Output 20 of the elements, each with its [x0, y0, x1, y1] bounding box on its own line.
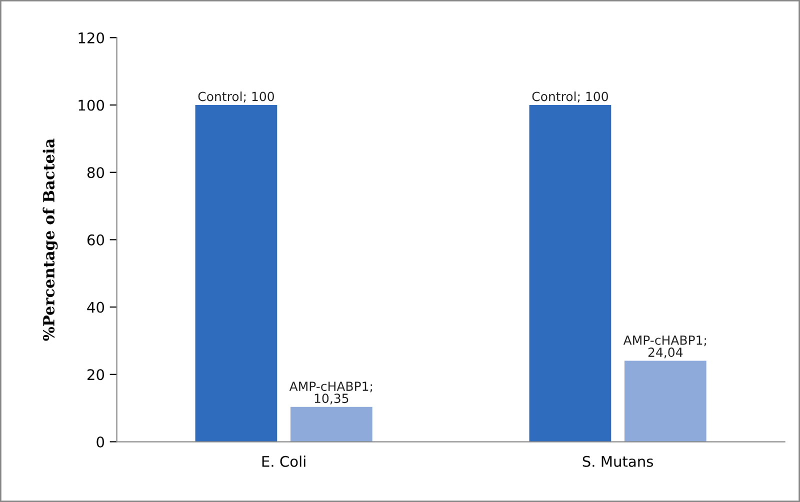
- y-tick-label: 0: [96, 436, 104, 448]
- bar: [529, 105, 612, 442]
- text: Control; 100: [198, 92, 274, 102]
- series-label: AMP-cHABP1;: [289, 382, 372, 392]
- y-tick-label: 20: [88, 369, 104, 380]
- bar: [195, 105, 278, 442]
- y-tick-label: 60: [87, 234, 104, 246]
- y-tick-label: 40: [87, 302, 104, 313]
- y-axis-title: %Percentage of Bacteia: [42, 138, 58, 341]
- y-tick-label: 100: [78, 100, 104, 111]
- data-label: 24,04: [648, 348, 683, 358]
- bar: [624, 360, 706, 442]
- text: Control; 100: [532, 92, 608, 102]
- y-tick-label: 80: [87, 167, 104, 178]
- bar: [290, 406, 372, 442]
- text: AMP-cHABP1;: [623, 336, 706, 346]
- x-tick-label: S. Mutans: [582, 456, 654, 467]
- y-tick-label: 120: [78, 32, 104, 44]
- data-label: 10,35: [314, 394, 348, 404]
- x-tick-label: E. Coli: [262, 456, 306, 467]
